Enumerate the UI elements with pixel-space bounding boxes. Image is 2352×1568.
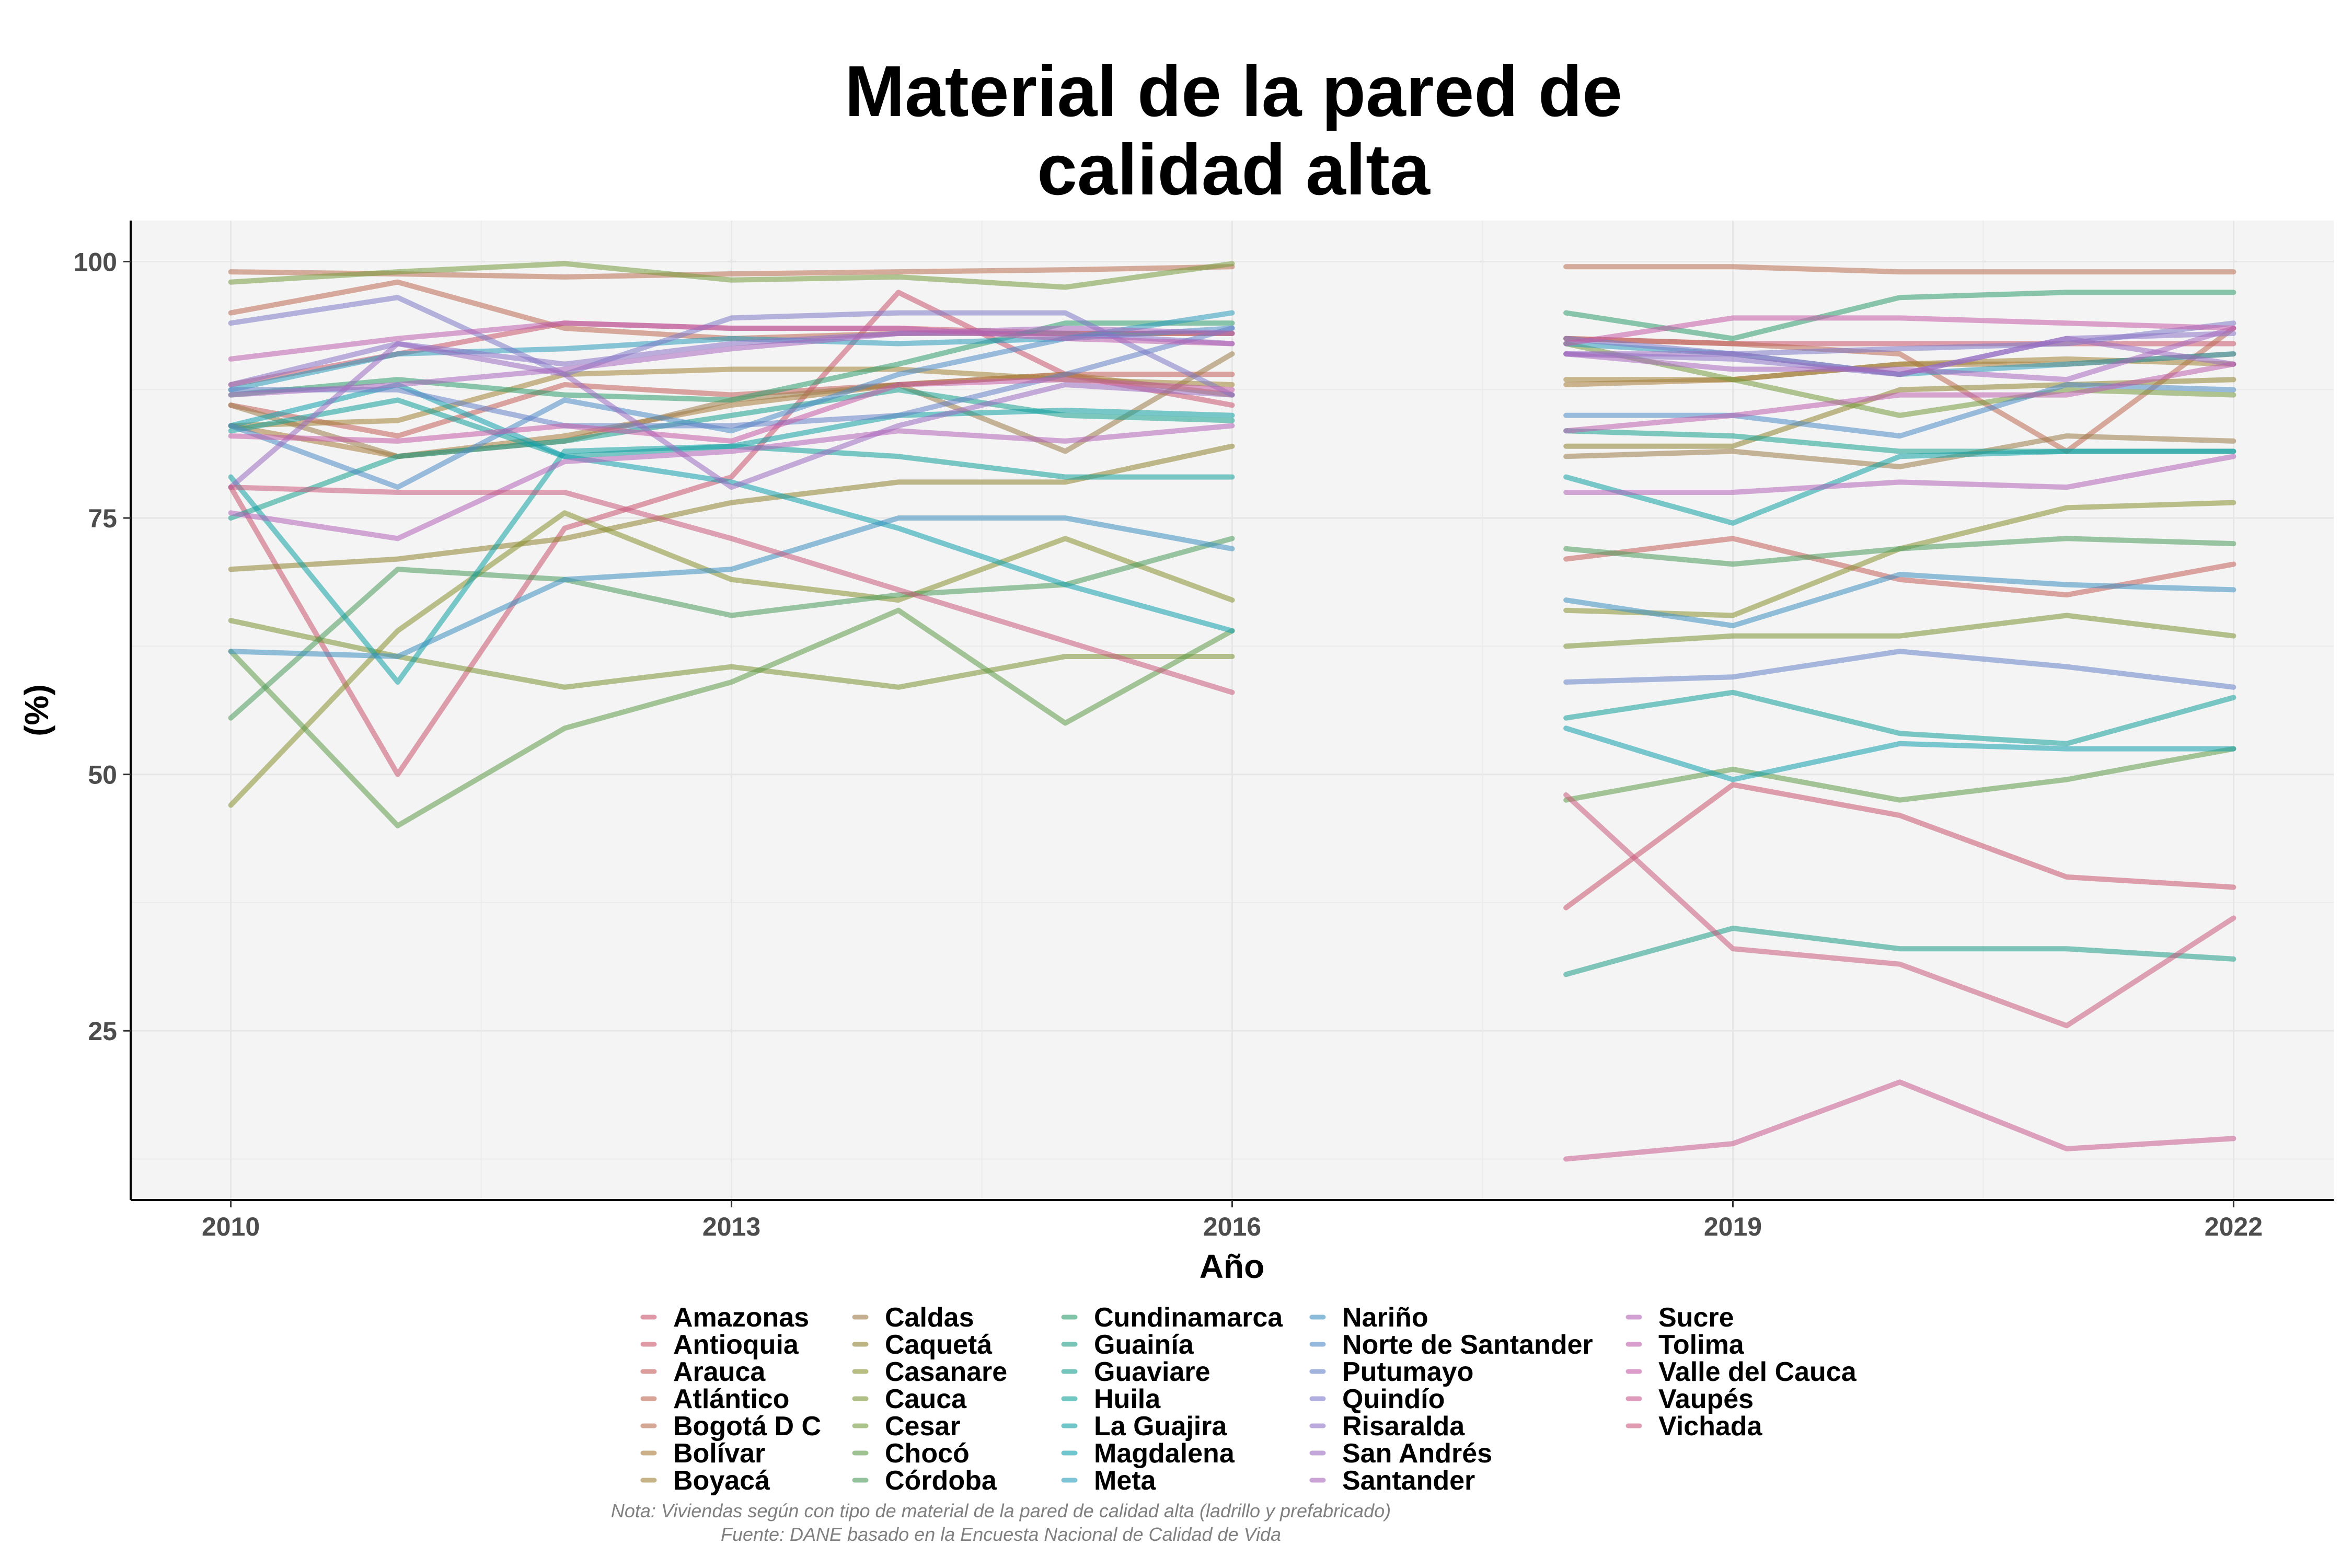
legend-label-caqueta: Caquetá [885,1330,993,1360]
legend-label-vichada: Vichada [1658,1411,1763,1442]
caption-note: Nota: Viviendas según con tipo de materi… [611,1500,1391,1521]
series-line-choco [228,607,2236,828]
legend-label-cauca: Cauca [885,1384,967,1414]
legend-label-bogota-d-c: Bogotá D C [673,1411,821,1442]
series-line-la-guajira [228,408,2236,685]
legend-label-santander: Santander [1342,1466,1475,1496]
legend-label-norte-de-santander: Norte de Santander [1342,1330,1593,1360]
legend-label-valle-del-cauca: Valle del Cauca [1658,1357,1857,1387]
series-line-vichada [228,485,2236,1029]
legend-label-risaralda: Risaralda [1342,1411,1465,1442]
x-tick-label: 2022 [2205,1212,2263,1241]
x-tick-label: 2016 [1203,1212,1261,1241]
x-axis-ticks: 2010 2013 2016 2019 2022 [202,1200,2263,1241]
series-line-santander [228,326,2236,398]
legend-label-atlantico: Atlántico [673,1384,789,1414]
y-axis-ticks: 25 50 75 100 [74,247,131,1046]
legend-label-guaviare: Guaviare [1094,1357,1210,1387]
legend-label-cordoba: Córdoba [885,1466,997,1496]
series-line-narino [228,515,2236,659]
caption-source: Fuente: DANE basado en la Encuesta Nacio… [721,1524,1281,1545]
legend-label-la-guajira: La Guajira [1094,1411,1227,1442]
y-tick-label: 100 [74,247,117,276]
legend-label-guainia: Guainía [1094,1330,1194,1360]
legend-label-arauca: Arauca [673,1357,766,1387]
legend-label-cundinamarca: Cundinamarca [1094,1302,1283,1333]
chart-title-line-2: calidad alta [1037,130,1431,210]
legend-label-caldas: Caldas [885,1302,974,1333]
chart-title: Material de la pared de calidad alta [845,51,1622,210]
series-line-vaupes [1563,1079,2236,1162]
legend-label-boyaca: Boyacá [673,1466,770,1496]
series-line-san-andres [228,336,2236,490]
series-line-sucre [228,423,2236,541]
series-line-cundinamarca [228,290,2236,403]
legend-label-choco: Chocó [885,1438,970,1469]
legend-label-quindio: Quindío [1342,1384,1445,1414]
series-line-guainia [1563,926,2236,977]
chart-caption: Nota: Viviendas según con tipo de materi… [611,1500,1391,1545]
legend-label-casanare: Casanare [885,1357,1007,1387]
series-line-valle-del-cauca [228,315,2236,444]
x-tick-label: 2010 [202,1212,260,1241]
x-tick-label: 2013 [702,1212,760,1241]
series-lines [228,261,2236,1162]
legend-label-sucre: Sucre [1658,1302,1734,1333]
legend-label-cesar: Cesar [885,1411,961,1442]
y-axis-title: (%) [18,684,55,736]
y-tick-label: 50 [88,760,117,790]
series-line-putumayo [228,326,2236,690]
x-axis-title: Año [1200,1248,1264,1285]
legend-label-tolima: Tolima [1658,1330,1745,1360]
legend-label-putumayo: Putumayo [1342,1357,1473,1387]
legend-label-antioquia: Antioquia [673,1330,799,1360]
y-tick-label: 75 [88,504,117,533]
legend-label-vaupes: Vaupés [1658,1384,1754,1414]
x-tick-label: 2019 [1704,1212,1762,1241]
legend-label-bolivar: Bolívar [673,1438,765,1469]
y-tick-label: 25 [88,1017,117,1046]
series-line-cesar [228,261,2236,418]
legend-label-narino: Nariño [1342,1302,1428,1333]
legend-label-san-andres: San Andrés [1342,1438,1492,1469]
chart-title-line-1: Material de la pared de [845,51,1622,132]
legend-label-huila: Huila [1094,1384,1161,1414]
series-line-tolima [228,320,2236,434]
legend-label-meta: Meta [1094,1466,1157,1496]
legend-label-magdalena: Magdalena [1094,1438,1235,1469]
legend-label-amazonas: Amazonas [673,1302,809,1333]
